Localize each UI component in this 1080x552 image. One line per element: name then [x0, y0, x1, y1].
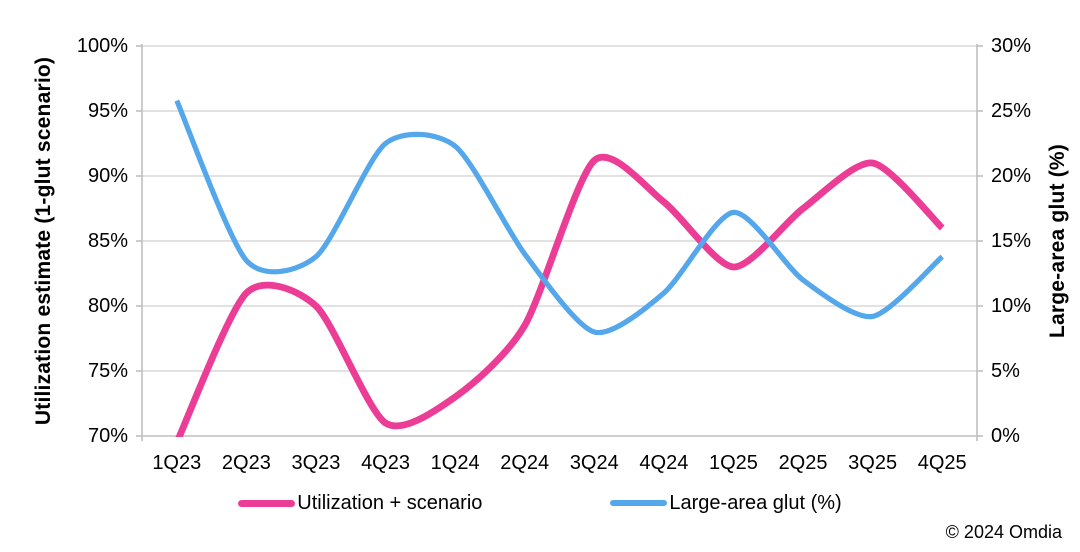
- left-axis-title: Utilization estimate (1-glut scenario): [32, 56, 55, 426]
- x-axis-tick-label: 3Q25: [848, 452, 898, 474]
- chart-legend: Utilization + scenario Large-area glut (%…: [0, 491, 1080, 515]
- left-axis-tick-label: 95%: [87, 100, 128, 122]
- x-axis-tick-label: 1Q23: [152, 452, 202, 474]
- right-axis-tick-label: 0%: [991, 425, 1020, 447]
- x-axis-tick-label: 1Q24: [430, 452, 480, 474]
- legend-item-1: Large-area glut (%): [610, 491, 842, 515]
- legend-swatch-icon: [610, 500, 668, 506]
- legend-label: Large-area glut (%): [669, 492, 842, 514]
- copyright-text: © 2024 Omdia: [945, 522, 1062, 542]
- left-axis-tick-label: 90%: [87, 165, 128, 187]
- left-axis-tick-label: 85%: [87, 230, 128, 252]
- series-line-0: [175, 153, 945, 437]
- left-axis-tick-label: 80%: [87, 295, 128, 317]
- right-axis-tick-label: 5%: [991, 360, 1020, 382]
- right-axis-tick-label: 10%: [991, 295, 1032, 317]
- legend-swatch-icon: [238, 499, 296, 507]
- right-axis-tick-label: 20%: [991, 165, 1032, 187]
- x-axis-tick-label: 4Q24: [639, 452, 689, 474]
- x-axis-tick-label: 4Q25: [917, 452, 967, 474]
- right-axis-tick-label: 25%: [991, 100, 1032, 122]
- left-axis-tick-label: 100%: [76, 35, 128, 57]
- x-axis-tick-label: 1Q25: [708, 452, 758, 474]
- x-axis-tick-label: 3Q24: [569, 452, 619, 474]
- axis-lines: [136, 44, 983, 441]
- legend-label: Utilization + scenario: [297, 492, 483, 514]
- x-axis-tick-label: 3Q23: [291, 452, 341, 474]
- right-axis-tick-label: 15%: [991, 230, 1032, 252]
- gridlines: [142, 45, 977, 372]
- left-axis-tick-label: 75%: [87, 360, 128, 382]
- left-axis-tick-label: 70%: [87, 425, 128, 447]
- x-axis-tick-label: 2Q23: [221, 452, 271, 474]
- x-axis-tick-label: 2Q24: [500, 452, 550, 474]
- right-axis-tick-label: 30%: [991, 35, 1032, 57]
- x-axis-tick-label: 4Q23: [361, 452, 410, 474]
- x-axis-tick-label: 2Q25: [778, 452, 828, 474]
- series-line-1: [174, 99, 944, 336]
- series-lines: [174, 99, 945, 437]
- legend-item-0: Utilization + scenario: [238, 491, 482, 515]
